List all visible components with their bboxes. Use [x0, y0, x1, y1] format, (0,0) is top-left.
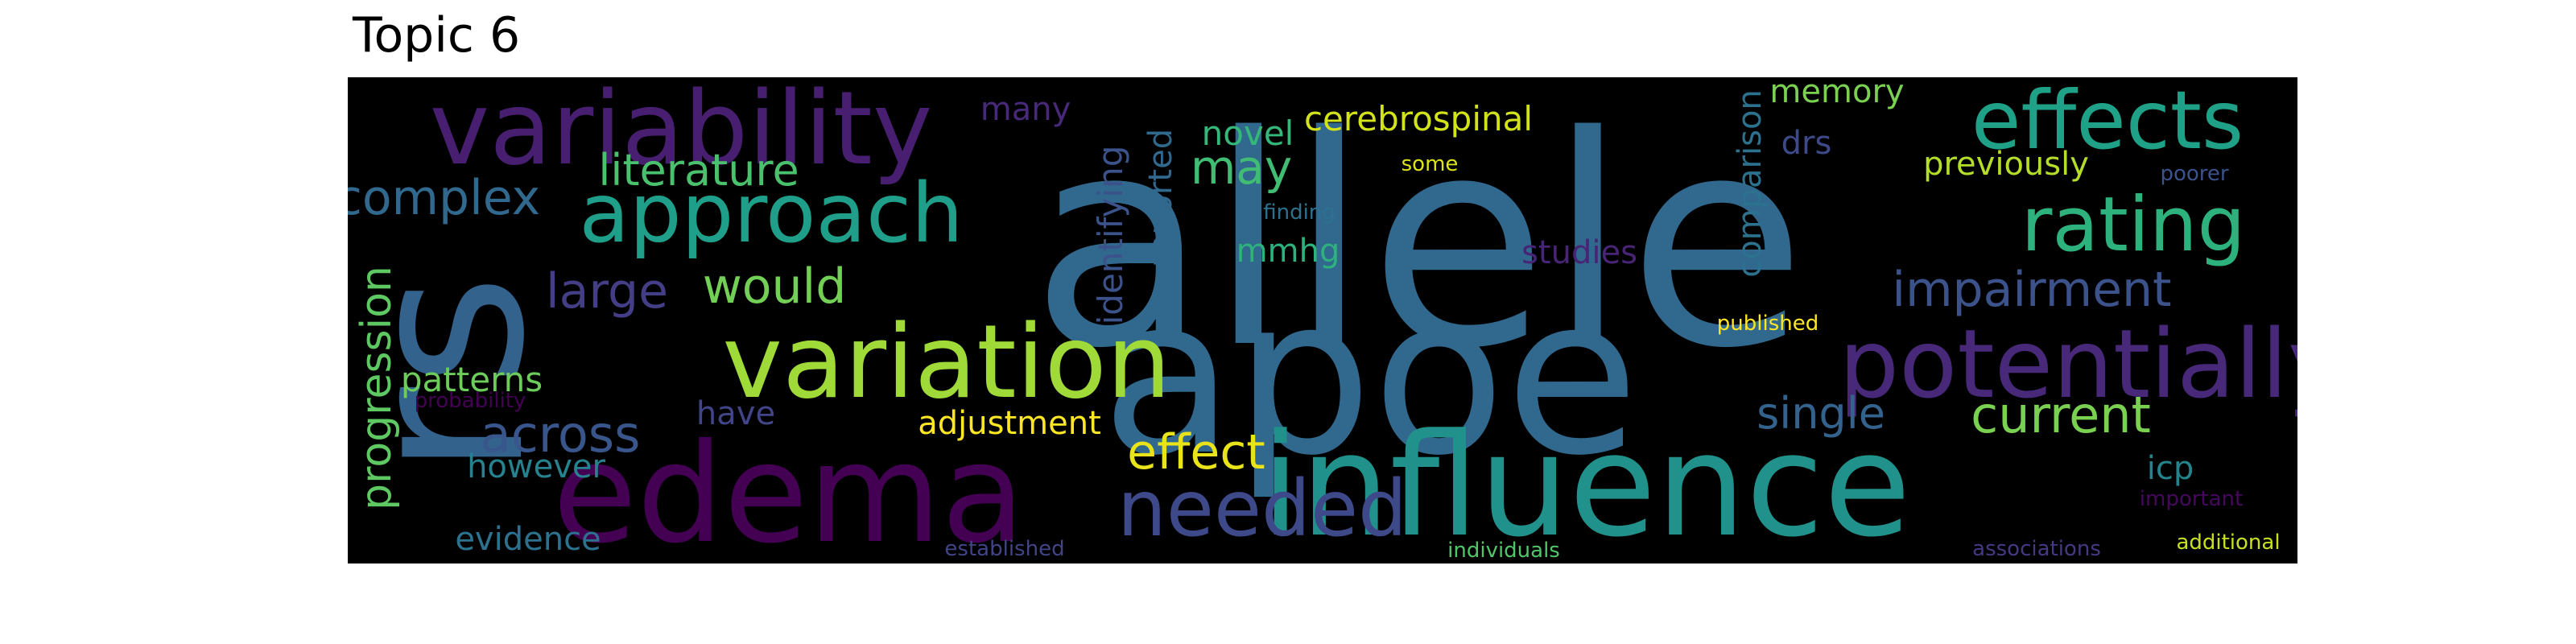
- word-some: some: [1401, 152, 1459, 176]
- word-patterns: patterns: [400, 360, 543, 399]
- word-have: have: [696, 395, 776, 432]
- word-icp: icp: [2146, 450, 2194, 487]
- word-novel: novel: [1201, 114, 1294, 153]
- word-many: many: [980, 91, 1071, 128]
- word-cerebrospinal: cerebrospinal: [1303, 99, 1534, 138]
- word-single: single: [1757, 388, 1885, 439]
- word-allele: allele: [1030, 77, 1806, 411]
- word-associations: associations: [1972, 537, 2101, 561]
- word-across: across: [480, 405, 641, 464]
- word-complex: complex: [348, 170, 541, 226]
- word-memory: memory: [1769, 77, 1905, 110]
- word-variation: variation: [722, 303, 1171, 421]
- word-adjustment: adjustment: [918, 405, 1101, 442]
- word-impairment: impairment: [1892, 262, 2172, 318]
- word-however: however: [467, 448, 605, 485]
- word-effect: effect: [1127, 424, 1265, 481]
- word-published: published: [1716, 312, 1819, 336]
- word-approach: approach: [579, 166, 964, 262]
- word-comparison: comparison: [1732, 89, 1769, 278]
- word-needed: needed: [1117, 464, 1407, 554]
- word-literature: literature: [598, 145, 799, 196]
- word-current: current: [1971, 386, 2151, 444]
- word-drs: drs: [1781, 125, 1832, 162]
- word-would: would: [702, 258, 847, 315]
- word-may: may: [1190, 140, 1293, 195]
- word-progression: progression: [353, 266, 401, 510]
- word-rating: rating: [2021, 181, 2246, 269]
- word-variability: variability: [429, 77, 933, 188]
- word-reported: reported: [1142, 128, 1179, 268]
- word-identifying: identifying: [1091, 145, 1130, 325]
- word-cloud: allele apoe rs influence edema variabili…: [348, 77, 2297, 564]
- word-previously: previously: [1923, 146, 2089, 183]
- word-studies: studies: [1521, 234, 1637, 271]
- word-individuals: individuals: [1447, 539, 1560, 563]
- word-large: large: [545, 263, 669, 320]
- chart-title: Topic 6: [353, 7, 521, 64]
- word-additional: additional: [2176, 530, 2281, 555]
- word-effects: effects: [1971, 77, 2244, 167]
- word-probability: probability: [414, 389, 526, 413]
- word-finding: finding: [1263, 200, 1335, 225]
- word-apoe: apoe: [1100, 250, 1640, 503]
- word-potentially: potentially: [1839, 308, 2297, 419]
- word-poorer: poorer: [2160, 162, 2229, 186]
- word-established: established: [944, 537, 1065, 561]
- word-edema: edema: [552, 415, 1026, 564]
- word-important: important: [2139, 487, 2244, 511]
- word-influence: influence: [1261, 403, 1911, 564]
- word-evidence: evidence: [455, 521, 601, 558]
- word-mmhg: mmhg: [1236, 233, 1340, 270]
